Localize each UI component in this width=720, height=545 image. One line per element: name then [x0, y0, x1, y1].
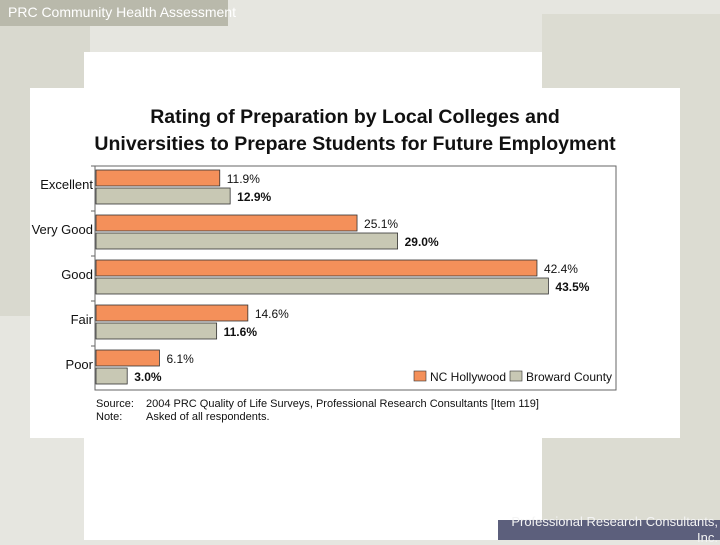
category-label: Good: [61, 267, 93, 282]
note-key: Note:: [96, 411, 123, 423]
source-text: 2004 PRC Quality of Life Surveys, Profes…: [146, 398, 539, 410]
data-label: 25.1%: [364, 217, 398, 231]
data-label: 42.4%: [544, 262, 578, 276]
bar-broward-county: [95, 187, 231, 205]
bar-broward-county: [95, 277, 549, 295]
data-label: 11.9%: [227, 172, 260, 186]
category-label: Poor: [66, 357, 94, 372]
bar-broward-county: [95, 367, 128, 385]
source-notes: Source: 2004 PRC Quality of Life Surveys,…: [96, 398, 539, 424]
bar-nc-hollywood: [95, 349, 160, 367]
source-key: Source:: [96, 398, 134, 410]
bar-broward-county: [95, 322, 218, 340]
legend-label-broward-county: Broward County: [526, 370, 612, 384]
bar-nc-hollywood: [95, 214, 358, 232]
bar-nc-hollywood: [95, 304, 249, 322]
data-label: 14.6%: [255, 307, 289, 321]
chart-title-line1: Rating of Preparation by Local Colleges …: [150, 106, 560, 128]
legend-swatch-broward-county: [509, 370, 523, 382]
bar-broward-county: [95, 232, 399, 250]
bar-nc-hollywood: [95, 169, 221, 187]
footer-text-line2: Inc.: [697, 530, 718, 545]
header-bar: [0, 0, 228, 26]
category-label: Very Good: [32, 222, 93, 237]
data-label: 12.9%: [237, 190, 271, 204]
bar-nc-hollywood: [95, 259, 538, 277]
data-label: 43.5%: [555, 280, 589, 294]
data-label: 6.1%: [166, 352, 194, 366]
chart-title: Rating of Preparation by Local Colleges …: [30, 104, 680, 158]
category-label: Excellent: [40, 177, 93, 192]
data-label: 3.0%: [134, 370, 162, 384]
category-label: Fair: [71, 312, 94, 327]
legend-label-nc-hollywood: NC Hollywood: [430, 370, 506, 384]
note-text: Asked of all respondents.: [146, 411, 270, 423]
footer-bar: [498, 520, 720, 540]
footer-text: Professional Research Consultants,: [511, 514, 718, 529]
data-label: 11.6%: [224, 325, 258, 339]
chart-title-line2: Universities to Prepare Students for Fut…: [94, 133, 616, 155]
legend-swatch-nc-hollywood: [413, 370, 427, 382]
data-label: 29.0%: [405, 235, 439, 249]
header-title: PRC Community Health Assessment: [8, 4, 236, 20]
